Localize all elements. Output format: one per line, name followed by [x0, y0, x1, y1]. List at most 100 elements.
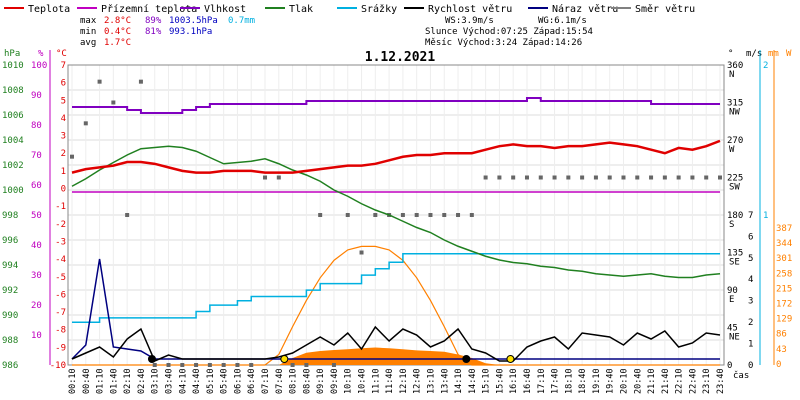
- wind-dir-point: [235, 363, 240, 367]
- legend-label: Směr větru: [635, 3, 695, 15]
- tick-label-pct: 100: [31, 61, 47, 71]
- stats-pressure: 1003.5hPa: [169, 16, 218, 26]
- wind-dir-point: [263, 175, 268, 180]
- stats-temp: 0.4°C: [104, 27, 131, 37]
- x-tick-label: 13:40: [440, 368, 450, 394]
- wind-dir-point: [456, 213, 461, 217]
- x-tick-label: 19:40: [606, 368, 616, 394]
- tick-label-dir: 270: [727, 136, 743, 146]
- wind-dir-point: [70, 154, 74, 159]
- wind-dir-point: [483, 175, 488, 180]
- tick-label-w: 215: [776, 284, 792, 294]
- moonrise-marker: [147, 355, 156, 363]
- x-tick-label: 18:40: [578, 368, 588, 394]
- wind-dir-point: [566, 175, 571, 180]
- tick-label-hpa: 992: [2, 286, 18, 296]
- tick-label-temp: 7: [61, 61, 66, 71]
- x-tick-label: 12:10: [399, 368, 409, 394]
- legend-label: Rychlost větru: [428, 3, 512, 15]
- stats-precip: 0.7mm: [228, 16, 255, 26]
- wind-dir-point: [538, 175, 543, 180]
- tick-label-dir-name: NW: [729, 108, 740, 118]
- stats-wind-speed: WS:3.9m/s: [445, 16, 494, 26]
- tick-label-temp: -3: [55, 237, 66, 247]
- pressure-line: [71, 145, 721, 279]
- tick-label-dir-name: SE: [729, 258, 740, 268]
- tick-label-ms: 2: [763, 61, 768, 71]
- tick-label-temp: 3: [61, 132, 66, 142]
- wind-dir-point: [373, 213, 378, 217]
- temperature-line: [71, 139, 721, 174]
- tick-label-dir: 180: [727, 211, 743, 221]
- tick-label-hpa: 994: [2, 261, 18, 271]
- axis-unit-pct: %: [38, 49, 44, 59]
- stats-label: avg: [80, 38, 96, 48]
- x-tick-label: 18:10: [564, 368, 574, 394]
- x-tick-label: 14:40: [468, 368, 478, 394]
- tick-label-w: 43: [776, 345, 787, 355]
- tick-label-hpa: 986: [2, 361, 18, 371]
- wind-dir-point: [207, 363, 212, 367]
- wind-dir-point: [649, 175, 654, 180]
- wind-dir-point: [414, 213, 419, 217]
- axis-unit-hpa: hPa: [4, 49, 20, 59]
- tick-label-dir-name: NE: [729, 333, 740, 343]
- stats-humidity: 81%: [145, 27, 162, 37]
- x-tick-label: 22:40: [688, 368, 698, 394]
- x-tick-label: 17:40: [551, 368, 561, 394]
- x-tick-label: 03:10: [151, 368, 161, 394]
- tick-label-ms: 1: [763, 211, 768, 221]
- tick-label-temp: -10: [50, 361, 66, 371]
- legend-label: Tlak: [289, 4, 313, 15]
- axis-unit-ms: m/s: [746, 49, 762, 59]
- tick-label-temp: 6: [61, 79, 66, 89]
- tick-label-ms-small: 0: [748, 361, 753, 371]
- tick-label-temp: 2: [61, 149, 66, 159]
- x-tick-label: 03:40: [165, 368, 175, 394]
- stats-panel: max 2.8°C 89% 1003.5hPa 0.7mm min 0.4°C 81% 993.…: [80, 16, 593, 48]
- wind-dir-point: [221, 363, 226, 367]
- wind-dir-point: [469, 213, 474, 217]
- tick-label-dir: 45: [727, 324, 738, 334]
- tick-label-dir: 135: [727, 249, 743, 259]
- tick-label-hpa: 1010: [2, 61, 24, 71]
- tick-label-dir-name: N: [729, 70, 734, 80]
- wind-dir-point: [97, 79, 102, 84]
- wind-dir-point: [607, 175, 612, 180]
- tick-label-dir: 315: [727, 99, 743, 109]
- x-tick-label: 11:10: [371, 368, 381, 394]
- x-tick-label: 06:40: [247, 368, 257, 394]
- tick-label-w: 301: [776, 254, 792, 264]
- x-tick-label: 22:10: [675, 368, 685, 394]
- chart-title: 1.12.2021: [365, 50, 436, 65]
- wind-dir-point: [718, 175, 722, 180]
- x-tick-label: 00:40: [82, 368, 92, 394]
- tick-label-w: 129: [776, 315, 792, 325]
- sunset-marker: [506, 355, 515, 363]
- x-tick-label: 10:10: [344, 368, 354, 394]
- tick-label-temp: -8: [55, 326, 66, 336]
- tick-label-w: 172: [776, 300, 792, 310]
- wind-dir-point: [635, 175, 640, 180]
- tick-label-dir-name: E: [729, 295, 734, 305]
- wind-dir-point: [621, 175, 626, 180]
- wind-dir-point: [524, 175, 529, 180]
- tick-label-hpa: 990: [2, 311, 18, 321]
- wind-dir-point: [304, 363, 309, 367]
- tick-label-temp: 1: [61, 167, 66, 177]
- x-tick-label: 15:10: [482, 368, 492, 394]
- x-tick-label: 10:40: [358, 368, 368, 394]
- tick-label-dir-name: W: [729, 145, 735, 155]
- tick-label-hpa: 998: [2, 211, 18, 221]
- tick-label-ms-small: 5: [748, 254, 753, 264]
- tick-label-hpa: 1000: [2, 186, 24, 196]
- wind-dir-point: [676, 175, 681, 180]
- wind-speed-line: [71, 325, 721, 362]
- tick-label-hpa: 1006: [2, 111, 24, 121]
- wind-dir-point: [359, 250, 364, 255]
- x-tick-label: 05:40: [220, 368, 230, 394]
- x-tick-label: 05:10: [206, 368, 216, 394]
- x-tick-label: 07:40: [275, 368, 285, 394]
- tick-label-ms-small: 4: [748, 275, 753, 285]
